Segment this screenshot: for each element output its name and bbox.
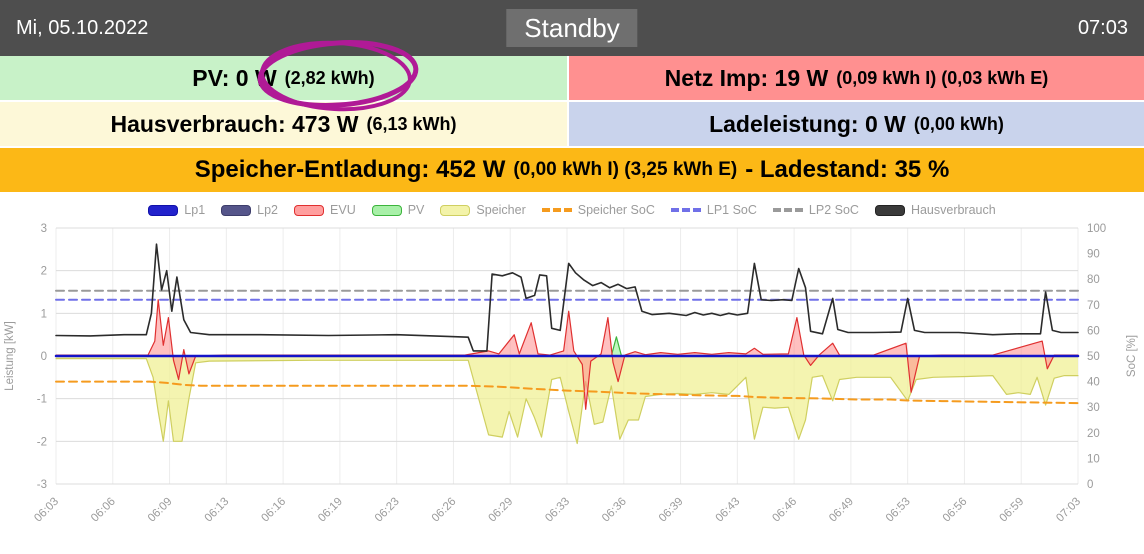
battery-soc-label: - Ladestand: 35 % [745,156,950,183]
y-right-tick: 70 [1087,300,1100,312]
legend-swatch-pv-icon [371,204,402,216]
battery-discharge-value: Speicher-Entladung: 452 W [194,156,506,183]
legend-item-pv[interactable]: PV [371,203,425,217]
y-left-tick: -1 [37,394,47,406]
legend-swatch-speicher_soc-icon [541,208,572,212]
y-right-axis-title: SoC [%] [1126,335,1138,377]
y-right-tick: 30 [1087,402,1100,414]
legend-label-lp2: Lp2 [257,203,279,217]
y-right-tick: 20 [1087,428,1100,440]
x-tick: 06:03 [32,496,61,525]
battery-discharge-energy: (0,00 kWh I) (3,25 kWh E) [513,159,738,180]
y-right-tick: 10 [1087,453,1100,465]
charge-power-panel: Ladeleistung: 0 W (0,00 kWh) [569,102,1144,146]
charge-power-energy: (0,00 kWh) [913,113,1004,134]
x-tick: 06:56 [941,496,970,525]
charge-power-value: Ladeleistung: 0 W [709,110,906,137]
x-tick: 06:16 [259,496,288,525]
time-label: 07:03 [1077,16,1128,39]
legend-label-pv: PV [407,203,425,217]
legend-label-lp1: Lp1 [184,203,206,217]
y-left-tick: -2 [37,436,47,448]
x-tick: 06:46 [770,496,799,525]
grid-import-panel: Netz Imp: 19 W (0,09 kWh I) (0,03 kWh E) [569,56,1144,100]
y-right-tick: 0 [1087,479,1093,491]
legend-swatch-lp1-icon [148,204,179,216]
legend-label-speicher: Speicher [476,203,526,217]
pv-panel: PV: 0 W (2,82 kWh) [0,56,567,100]
house-consumption-energy: (6,13 kWh) [366,113,457,134]
battery-discharge-panel: Speicher-Entladung: 452 W (0,00 kWh I) (… [0,148,1144,192]
x-tick: 06:23 [373,496,402,525]
series-speicher [55,358,1079,445]
y-left-tick: 0 [41,351,47,363]
y-left-tick: -3 [37,479,47,491]
y-left-tick: 1 [41,308,47,320]
x-tick: 06:39 [657,496,686,525]
x-tick: 06:33 [543,496,572,525]
y-right-tick: 50 [1087,351,1100,363]
legend-item-evu[interactable]: EVU [294,203,356,217]
y-left-tick: 2 [41,266,47,278]
grid-import-energy: (0,09 kWh I) (0,03 kWh E) [836,67,1049,88]
topbar: Mi, 05.10.2022 Standby 07:03 [0,0,1144,56]
date-label: Mi, 05.10.2022 [16,16,149,39]
legend-swatch-hausverbrauch-icon [874,204,905,216]
series-fill-evu [56,299,1078,410]
series-fill-speicher [56,356,1078,444]
legend-swatch-speicher-icon [440,204,471,216]
chart-legend: Lp1 Lp2 EVU PV Speicher Speicher SoC LP1 SoC LP… [0,200,1144,220]
legend-item-lp1_soc[interactable]: LP1 SoC [670,203,757,217]
house-consumption-panel: Hausverbrauch: 473 W (6,13 kWh) [0,102,567,146]
chart-series [54,243,1080,445]
x-tick: 06:29 [487,496,516,525]
x-tick: 06:43 [714,496,743,525]
y-right-tick: 60 [1087,325,1100,337]
y-left-tick: 3 [41,223,47,235]
y-right-tick: 100 [1087,223,1106,235]
legend-item-lp2_soc[interactable]: LP2 SoC [772,203,859,217]
y-right-tick: 90 [1087,249,1100,261]
legend-item-lp2[interactable]: Lp2 [221,203,278,217]
series-speicher_soc [55,380,1079,405]
x-tick: 06:26 [430,496,459,525]
legend-label-lp2_soc: LP2 SoC [808,203,859,217]
pv-energy: (2,82 kWh) [284,67,375,88]
y-right-tick: 80 [1087,274,1100,286]
status-panels: PV: 0 W (2,82 kWh) Netz Imp: 19 W (0,09 … [0,56,1144,192]
x-tick: 06:06 [89,496,118,525]
house-consumption-value: Hausverbrauch: 473 W [110,110,359,137]
legend-item-speicher_soc[interactable]: Speicher SoC [541,203,655,217]
legend-item-speicher[interactable]: Speicher [440,203,526,217]
legend-label-lp1_soc: LP1 SoC [706,203,757,217]
legend-swatch-lp1_soc-icon [670,208,701,212]
y-left-axis-title: Leistung [kW] [4,321,16,391]
y-right-tick: 40 [1087,377,1100,389]
x-tick: 06:13 [203,496,232,525]
chart-section: Lp1 Lp2 EVU PV Speicher Speicher SoC LP1 SoC LP… [0,192,1144,548]
x-tick: 07:03 [1054,496,1083,525]
legend-swatch-lp2_soc-icon [772,208,803,212]
x-tick: 06:19 [316,496,345,525]
legend-swatch-evu-icon [294,204,325,216]
x-tick: 06:53 [884,496,913,525]
series-hausverbrauch [55,243,1079,352]
legend-label-speicher_soc: Speicher SoC [577,203,655,217]
pv-value: PV: 0 W [192,64,277,91]
standby-button[interactable]: Standby [506,9,638,47]
legend-label-evu: EVU [330,203,356,217]
x-tick: 06:49 [827,496,856,525]
x-tick: 06:36 [600,496,629,525]
legend-swatch-lp2-icon [221,204,252,216]
x-tick: 06:59 [998,496,1027,525]
legend-item-hausverbrauch[interactable]: Hausverbrauch [874,203,996,217]
x-tick: 06:09 [146,496,175,525]
legend-label-hausverbrauch: Hausverbrauch [910,203,996,217]
legend-item-lp1[interactable]: Lp1 [148,203,205,217]
grid-import-value: Netz Imp: 19 W [664,64,829,91]
